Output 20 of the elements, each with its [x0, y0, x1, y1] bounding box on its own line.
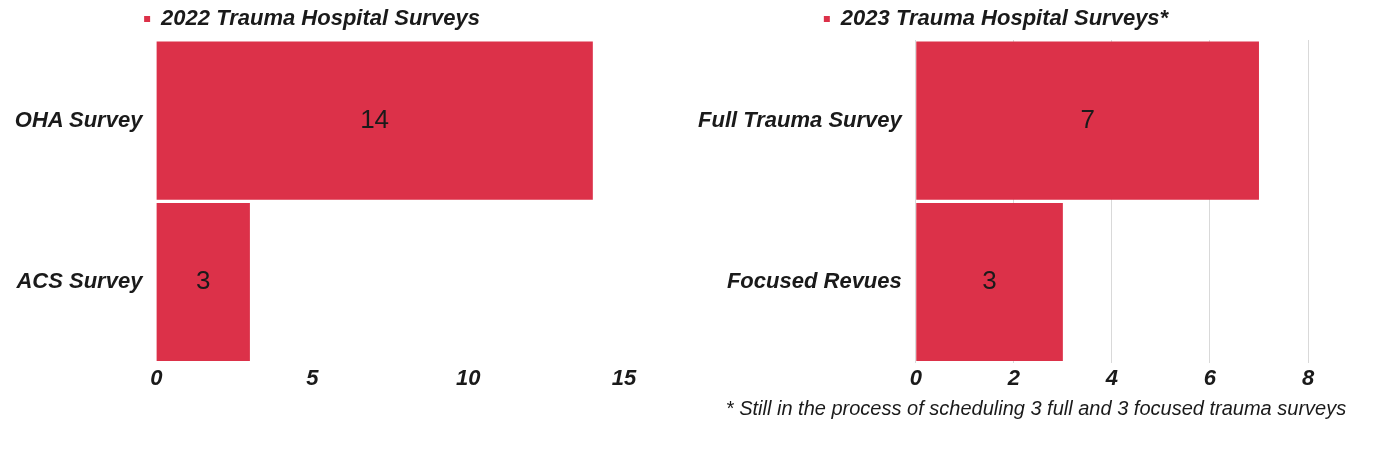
x-tick-label: 15: [611, 364, 637, 390]
x-tick-label: 0: [150, 364, 164, 390]
y-tick-label: ACS Survey: [15, 268, 145, 294]
x-tick-label: 6: [1203, 364, 1217, 390]
data-label: 3: [982, 265, 997, 296]
x-tick-label: 8: [1301, 364, 1315, 390]
data-label: 7: [1080, 103, 1095, 134]
x-tick-label: 0: [909, 364, 923, 390]
legend-label: 2023 Trauma Hospital Surveys*: [839, 5, 1170, 31]
x-tick-label: 10: [455, 364, 482, 390]
legend-label: 2022 Trauma Hospital Surveys: [160, 5, 480, 31]
x-tick-label: 4: [1104, 364, 1119, 390]
x-tick-label: 5: [306, 364, 320, 390]
y-tick-label: Full Trauma Survey: [698, 106, 904, 132]
text: * Still in the process of scheduling 3 full and 3 focused trauma surveys: [724, 396, 1348, 421]
x-tick-label: 2: [1006, 364, 1021, 390]
data-label: 3: [195, 265, 211, 296]
data-label: 14: [360, 103, 390, 134]
y-tick-label: Focused Revues: [726, 268, 902, 294]
y-tick-label: OHA Survey: [14, 106, 145, 132]
